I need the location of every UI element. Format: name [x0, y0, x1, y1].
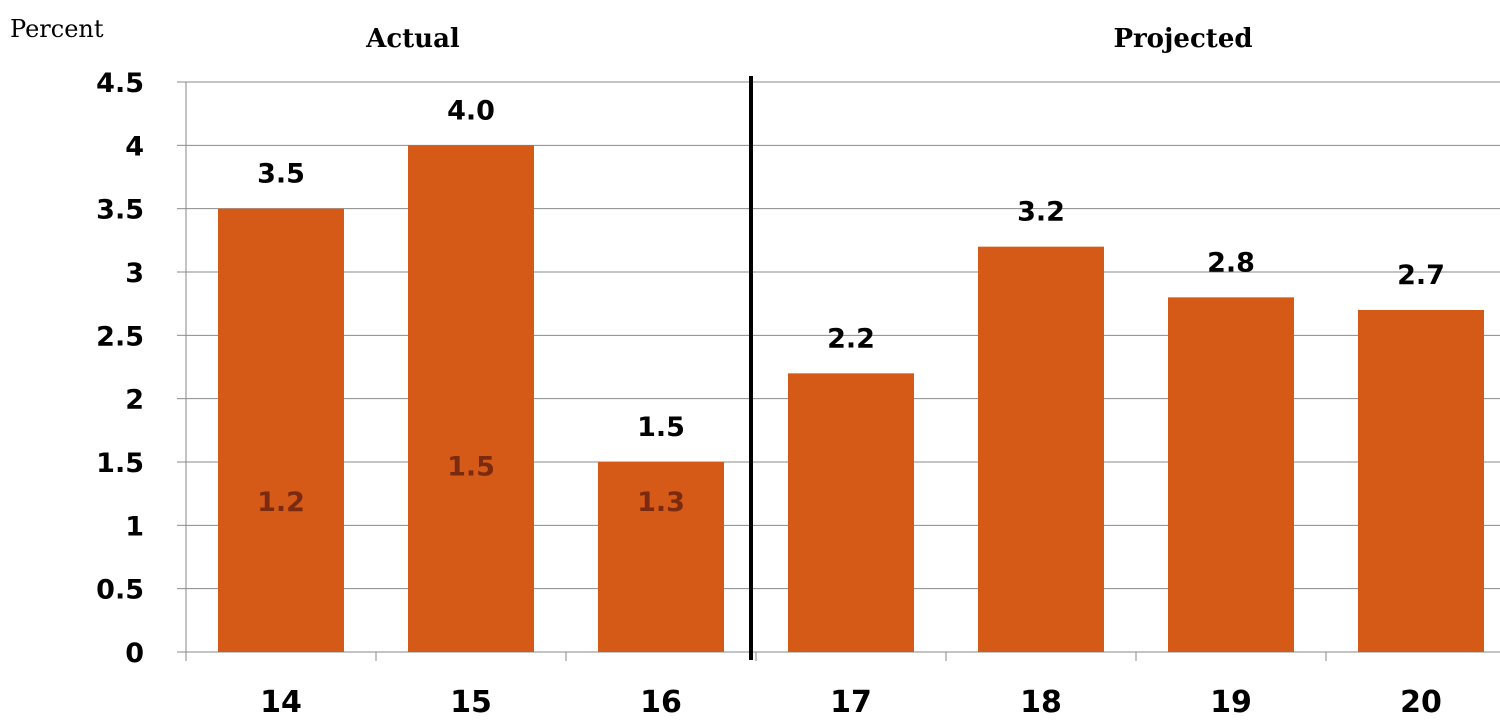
bar: [408, 145, 534, 653]
bar-inner-label: 1.5: [447, 452, 495, 483]
y-tick-label: 4: [125, 131, 144, 162]
bars: [218, 145, 1484, 653]
period-label-projected: Projected: [1113, 24, 1252, 54]
y-tick-label: 0: [125, 638, 144, 669]
y-tick-label: 0.5: [96, 575, 144, 606]
tick-labels: 0 0.5 1 1.5 2 2.5 3 3.5 4 4.5 14 15 16 17 18 19 20: [96, 68, 1442, 720]
bar-value-label: 2.7: [1397, 260, 1445, 291]
bar-value-label: 3.2: [1017, 197, 1065, 228]
y-tick-label: 4.5: [96, 68, 144, 99]
bar-value-label: 4.0: [447, 95, 495, 126]
x-tick-label: 16: [640, 685, 682, 720]
bar-inner-label: 1.3: [637, 487, 685, 518]
bar-value-label: 2.8: [1207, 247, 1255, 278]
y-tick-label: 2: [125, 385, 144, 416]
bar: [1168, 297, 1294, 652]
bar-value-label: 3.5: [257, 159, 305, 190]
y-axis-label: Percent: [10, 15, 104, 43]
y-tick-label: 3.5: [96, 195, 144, 226]
y-tick-label: 1.5: [96, 448, 144, 479]
x-tick-label: 20: [1400, 685, 1442, 720]
y-tick-label: 1: [125, 511, 144, 542]
bar: [788, 373, 914, 652]
data-labels: 3.5 1.2 4.0 1.5 1.5 1.3 2.2 3.2 2.8 2.7: [257, 95, 1445, 518]
x-tick-label: 19: [1210, 685, 1252, 720]
y-tick-label: 3: [125, 258, 144, 289]
y-tick-label: 2.5: [96, 321, 144, 352]
bar-value-label: 2.2: [827, 323, 875, 354]
x-tick-label: 18: [1020, 685, 1062, 720]
period-label-actual: Actual: [365, 24, 460, 54]
bar: [978, 246, 1104, 652]
x-tick-label: 14: [260, 685, 302, 720]
x-tick-label: 15: [450, 685, 492, 720]
x-tick-label: 17: [830, 685, 872, 720]
bar: [218, 208, 344, 652]
bar: [1358, 310, 1484, 652]
grid-lines: [186, 81, 1500, 590]
bar: [598, 462, 724, 652]
bar-value-label: 1.5: [637, 412, 685, 443]
bar-inner-label: 1.2: [257, 487, 305, 518]
